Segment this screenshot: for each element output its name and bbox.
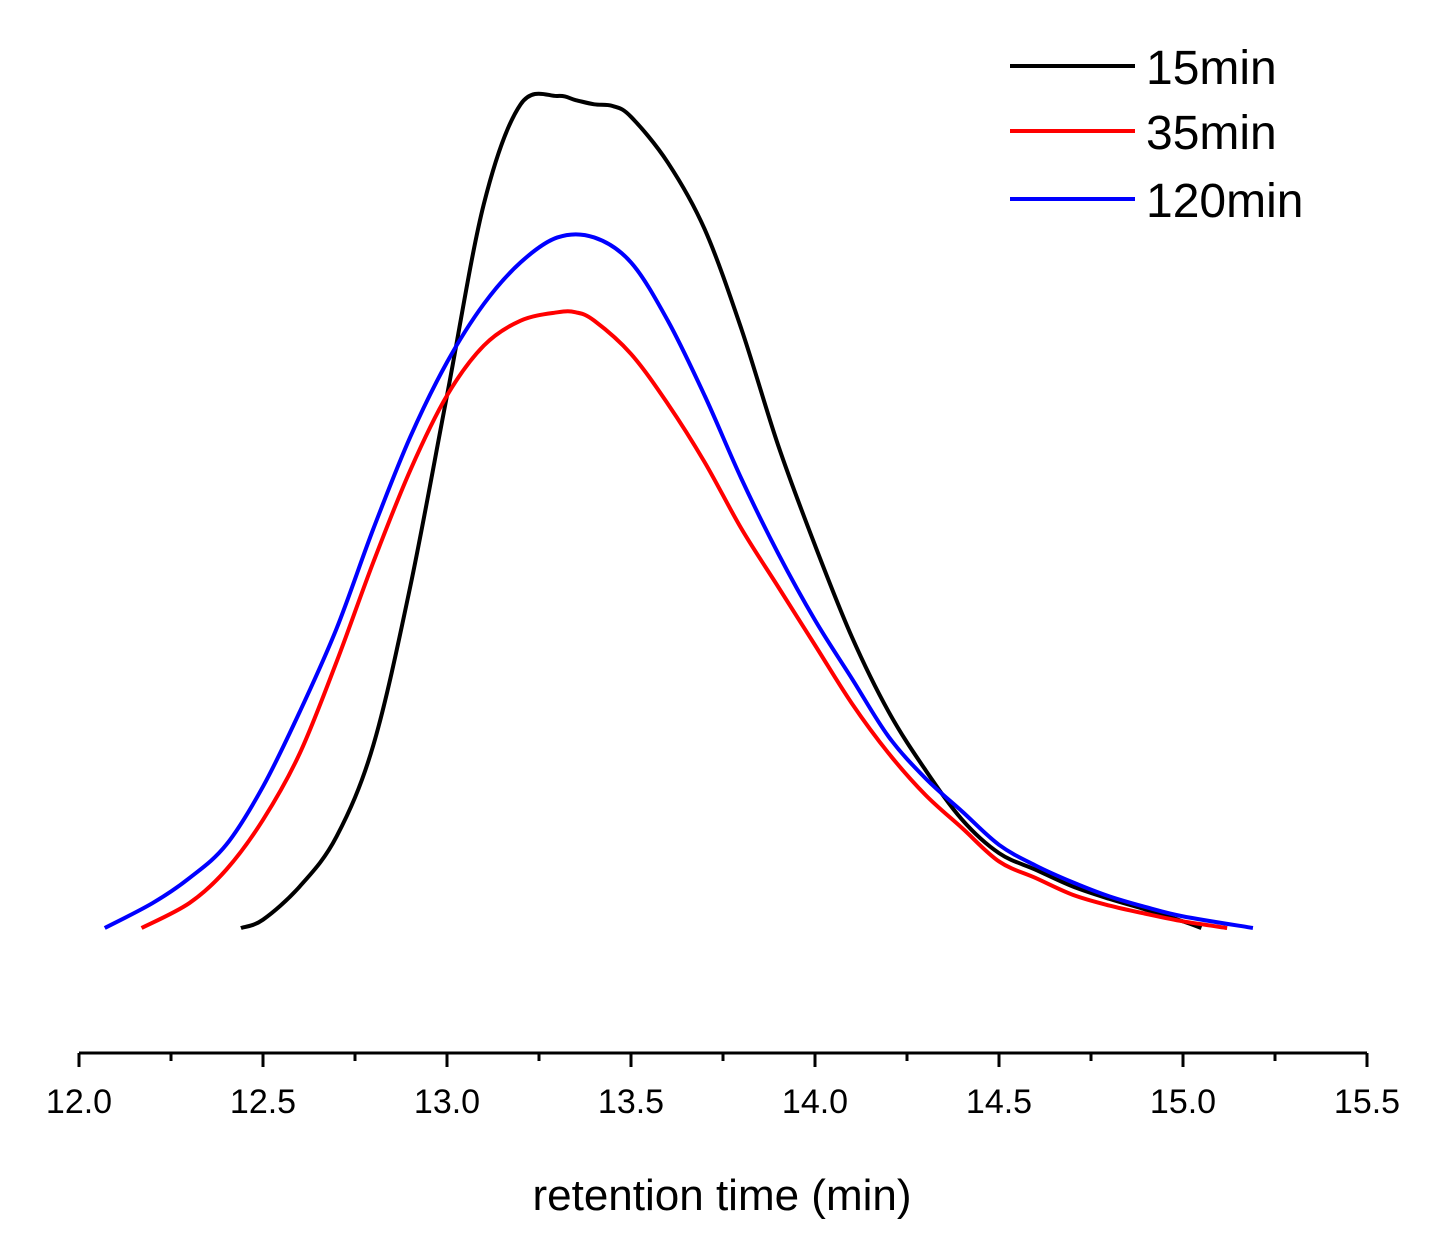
legend: 15min 35min 120min	[1010, 42, 1303, 228]
legend-item-120min: 120min	[1010, 175, 1303, 228]
x-tick-label: 15.0	[1150, 1083, 1216, 1121]
x-tick-label: 15.5	[1334, 1083, 1400, 1121]
legend-label-15min: 15min	[1146, 42, 1277, 95]
legend-item-35min: 35min	[1010, 107, 1277, 160]
legend-label-35min: 35min	[1146, 107, 1277, 160]
x-axis: 12.0 12.5 13.0 13.5 14.0 14.5 15.0 15.5	[46, 1051, 1400, 1121]
x-tick-label: 14.0	[782, 1083, 848, 1121]
x-tick-label: 12.0	[46, 1083, 112, 1121]
legend-label-120min: 120min	[1146, 175, 1303, 228]
x-tick-label: 12.5	[230, 1083, 296, 1121]
series-line-15min	[240, 91, 1203, 930]
series-line-35min	[140, 309, 1228, 930]
x-tick-label: 13.5	[598, 1083, 664, 1121]
x-ticks: 12.0 12.5 13.0 13.5 14.0 14.5 15.0 15.5	[46, 1053, 1400, 1121]
plot-lines	[103, 91, 1254, 930]
legend-item-15min: 15min	[1010, 42, 1277, 95]
x-axis-title: retention time (min)	[532, 1171, 911, 1220]
x-tick-label: 14.5	[966, 1083, 1032, 1121]
series-line-120min	[103, 232, 1254, 930]
x-tick-label: 13.0	[414, 1083, 480, 1121]
